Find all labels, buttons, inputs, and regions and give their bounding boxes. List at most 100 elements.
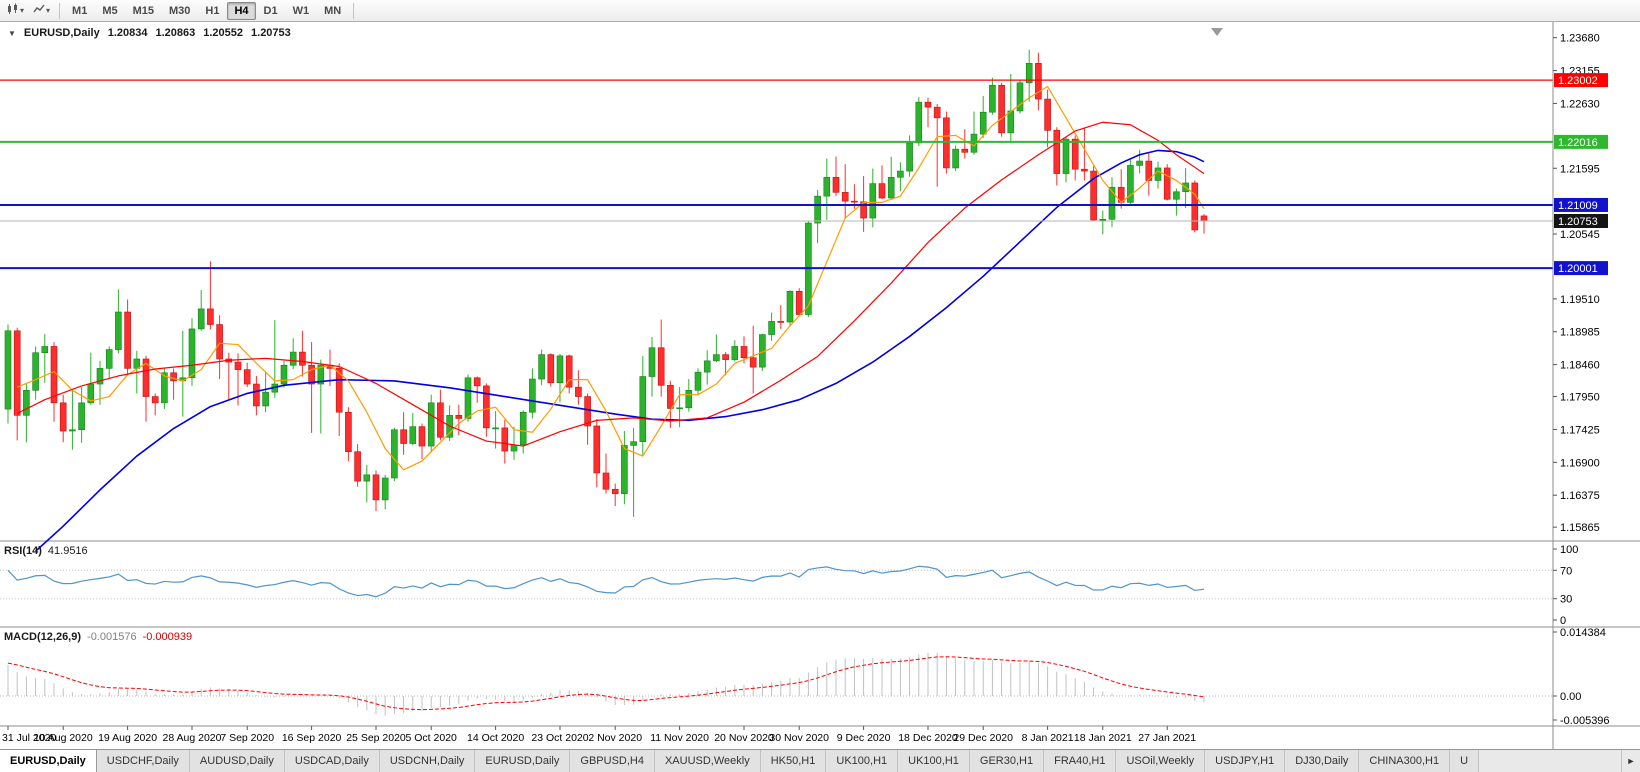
candle-body [998, 84, 1005, 134]
timeframe-button-mn[interactable]: MN [324, 4, 342, 17]
chart-tab[interactable]: UK100,H1 [898, 750, 970, 772]
chart-tab[interactable]: HK50,H1 [760, 750, 827, 772]
chart-tab[interactable]: GER30,H1 [969, 750, 1045, 772]
candle-body [869, 183, 877, 219]
chart-tab[interactable]: USDCHF,Daily [96, 750, 190, 772]
candle-body [427, 402, 435, 447]
price-axis-label: 1.18985 [1560, 327, 1600, 339]
chart-tab[interactable]: USDCAD,Daily [284, 750, 380, 772]
chart-tab-active[interactable]: EURUSD,Daily [0, 750, 97, 772]
current-price-tag-bg [1554, 213, 1608, 228]
candle-body [161, 372, 168, 404]
timeframe-button-m30[interactable]: M30 [169, 4, 191, 17]
candle-body [1136, 160, 1143, 166]
price-chart-canvas[interactable]: 1.236801.231551.226301.215951.205451.195… [0, 22, 1640, 749]
chart-tab[interactable]: EURUSD,Daily [475, 750, 571, 772]
candle-body [1154, 167, 1162, 181]
candle-body [59, 402, 67, 432]
timeframe-button-d1[interactable]: D1 [263, 4, 278, 17]
chart-tab-bar: EURUSD,Daily USDCHF,Daily AUDUSD,Daily USDC… [0, 749, 1640, 772]
timeframe-button-h1[interactable]: H1 [205, 4, 220, 17]
candle-body [1071, 138, 1079, 170]
candle-body [1163, 167, 1171, 200]
chart-tab[interactable]: CHINA300,H1 [1359, 750, 1451, 772]
chart-tab[interactable]: USDCNH,Daily [379, 750, 476, 772]
candle-body [289, 351, 297, 366]
timeframe-button-m15[interactable]: M15 [132, 4, 154, 17]
candle-body [786, 291, 794, 323]
time-axis-label: 11 Nov 2020 [650, 732, 709, 744]
candle-body [943, 117, 950, 169]
candle-body [280, 364, 288, 385]
macd-signal-value: -0.000939 [142, 631, 193, 643]
chart-window: 1.23680 1.23155 1.22630 1.21595 1.20545 1.195… [0, 22, 1640, 749]
macd-main-value: -0.001576 [87, 631, 137, 643]
candle-body [243, 369, 251, 385]
chart-tab[interactable]: U [1450, 750, 1480, 772]
candle-body [924, 101, 932, 108]
timeframe-button-m5[interactable]: M5 [102, 4, 118, 17]
price-axis-label: 1.18460 [1560, 360, 1600, 372]
candle-body [648, 347, 656, 377]
candle-body [777, 321, 785, 323]
candle-body [335, 368, 343, 413]
time-axis-label: 14 Oct 2020 [467, 732, 524, 744]
time-axis-label: 18 Dec 2020 [898, 732, 958, 744]
candle-body [538, 354, 545, 380]
symbol-name: EURUSD,Daily [23, 27, 100, 39]
candle-body [740, 346, 748, 359]
candle-body [906, 142, 913, 172]
ma-medium-red [16, 121, 1205, 447]
time-axis-label: 9 Dec 2020 [837, 732, 891, 744]
candles-layer [4, 49, 1208, 517]
candle-body [510, 444, 518, 452]
candle-body [455, 415, 463, 419]
price-axis-label: 1.19510 [1560, 294, 1600, 306]
timeframe-button-w1[interactable]: W1 [292, 4, 310, 17]
candle-body [151, 396, 159, 404]
candlestick-chart-icon [7, 2, 19, 20]
level-price-tag-text: 1.22016 [1558, 137, 1598, 149]
chart-type-dropdown[interactable]: ▾ [3, 0, 28, 22]
chart-shift-marker-icon[interactable] [1211, 28, 1223, 36]
candle-body [823, 177, 831, 197]
tab-container: EURUSD,Daily USDCHF,Daily AUDUSD,Daily USDC… [0, 750, 1480, 772]
candle-body [556, 355, 564, 384]
candle-body [602, 472, 610, 490]
timeframe-button-m1[interactable]: M1 [72, 4, 88, 17]
candle-body [363, 474, 371, 482]
price-axis-label: 1.20545 [1560, 229, 1600, 241]
candle-body [23, 389, 30, 416]
rsi-value: 41.9516 [47, 545, 88, 557]
chart-tab[interactable]: AUDUSD,Daily [189, 750, 285, 772]
chart-tab[interactable]: DJ30,Daily [1285, 750, 1360, 772]
indicators-dropdown[interactable]: ▾ [29, 0, 54, 22]
candle-body [262, 391, 269, 407]
candle-body [197, 308, 205, 330]
current-price-tag: 1.20753 [1554, 213, 1608, 228]
timeframe-button-h4[interactable]: H4 [227, 1, 256, 20]
price-axis-label: 1.22630 [1560, 98, 1600, 110]
ohlc-low: 1.20552 [203, 27, 244, 39]
rsi-axis-label: 100 [1560, 544, 1578, 556]
ma-fast-orange [16, 85, 1205, 471]
tab-scroll-right-button[interactable]: ► [1621, 750, 1640, 772]
candle-body [694, 371, 702, 391]
candle-body [400, 429, 407, 444]
symbol-collapse-arrow-icon[interactable]: ▼ [8, 28, 16, 38]
chart-tab[interactable]: UK100,H1 [826, 750, 899, 772]
chart-title: ▼ EURUSD,Daily 1.20834 1.20863 1.20552 1… [8, 27, 291, 39]
chart-tab[interactable]: GBPUSD,H4 [570, 750, 655, 772]
current-price-tag-text: 1.20753 [1558, 216, 1598, 228]
price-axis[interactable]: 1.236801.231551.226301.215951.205451.195… [1552, 22, 1610, 749]
chart-tab[interactable]: USOil,Weekly [1116, 750, 1206, 772]
candle-body [1081, 168, 1088, 172]
candle-body [961, 148, 969, 153]
candle-body [115, 311, 122, 350]
chart-tab[interactable]: USDJPY,H1 [1205, 750, 1286, 772]
level-price-tag-text: 1.20001 [1558, 263, 1598, 275]
candle-body [78, 402, 85, 431]
chart-tab[interactable]: XAUUSD,Weekly [654, 750, 761, 772]
chart-tab[interactable]: FRA40,H1 [1044, 750, 1117, 772]
